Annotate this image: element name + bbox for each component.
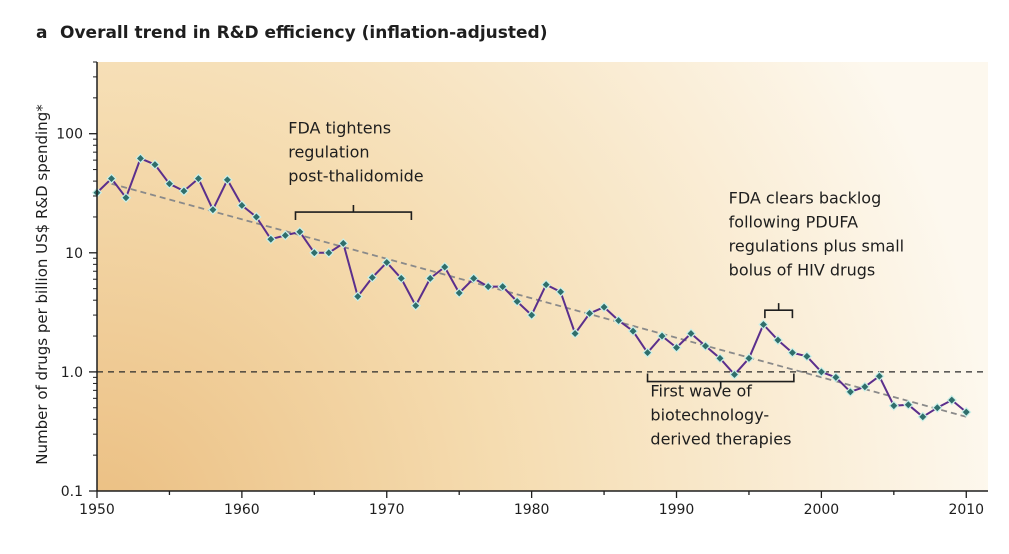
annotation-text: First wave of (650, 382, 752, 401)
data-point (540, 279, 552, 290)
data-point (265, 234, 277, 245)
data-point (381, 257, 392, 268)
data-point (323, 247, 334, 258)
y-tick-label: 100 (56, 127, 83, 143)
data-point (772, 334, 784, 346)
data-point (816, 366, 827, 378)
data-point (598, 301, 610, 313)
x-tick-label: 1970 (369, 502, 405, 518)
annotation-text: regulations plus small (729, 236, 904, 255)
data-point (164, 178, 175, 189)
annotation-text: bolus of HIV drugs (729, 260, 876, 279)
data-point (251, 211, 262, 223)
data-point (830, 372, 842, 383)
x-tick-label: 1980 (514, 502, 550, 518)
data-point (135, 153, 146, 164)
axes-group: 1950 1960 1970 1980 1990 2000 2010 0.1 1.0 10 100 N… (33, 61, 988, 518)
y-tick-label: 1.0 (61, 365, 83, 381)
data-point (801, 351, 813, 362)
data-point (932, 402, 943, 413)
data-point (569, 328, 581, 339)
data-point (584, 308, 595, 319)
data-point (613, 315, 624, 326)
data-point (700, 340, 711, 352)
data-point (309, 247, 320, 258)
x-tick-label: 1950 (79, 502, 115, 518)
data-point (874, 371, 885, 382)
x-tick-label: 1990 (659, 502, 695, 518)
data-point (207, 204, 219, 215)
data-point (845, 386, 856, 397)
data-point (120, 192, 132, 203)
data-point (410, 300, 421, 311)
series-group (91, 153, 972, 422)
y-tick-label: 0.1 (61, 484, 83, 500)
data-point (758, 319, 769, 330)
data-point (193, 173, 204, 184)
data-point (685, 328, 697, 339)
annotation-text: regulation (288, 143, 369, 162)
data-point (526, 309, 537, 321)
data-point (729, 369, 740, 380)
data-point (787, 347, 798, 358)
data-point (396, 273, 407, 284)
annotation-text: derived therapies (650, 430, 791, 449)
chart-title: Overall trend in R&D efficiency (inflati… (60, 23, 547, 43)
annotation-text: FDA tightens (288, 119, 391, 138)
data-point (294, 226, 305, 237)
data-point (236, 200, 248, 211)
annotation-bracket (294, 205, 413, 221)
data-point (222, 174, 233, 185)
data-point (743, 353, 755, 364)
data-point (961, 406, 972, 418)
annotation-bracket (764, 303, 794, 319)
x-tick-label: 1960 (224, 502, 260, 518)
data-point (483, 281, 494, 292)
data-point (888, 400, 899, 411)
data-point (468, 273, 479, 284)
data-point (352, 291, 363, 302)
plot-background (97, 62, 988, 491)
data-point (106, 173, 117, 184)
annotation-text: biotechnology- (650, 406, 769, 425)
annotation-text: post-thalidomide (288, 167, 423, 186)
data-point (656, 330, 668, 342)
annotations-group: FDA tightens regulation post-thalidomide FD… (288, 119, 904, 449)
x-tick-label: 2010 (948, 502, 984, 518)
x-tick-label: 2000 (804, 502, 840, 518)
annotation-text: FDA clears backlog (729, 188, 882, 207)
data-point (338, 238, 349, 249)
data-point (627, 325, 639, 337)
data-point (439, 261, 450, 273)
data-point (454, 287, 465, 299)
data-point (149, 159, 161, 170)
data-point (714, 353, 726, 364)
data-point (511, 296, 523, 307)
data-point (497, 281, 508, 292)
y-tick-label: 10 (65, 246, 83, 262)
data-point (946, 394, 957, 406)
data-point (178, 185, 190, 197)
y-axis-title: Number of drugs per billion US$ R&D spen… (33, 104, 51, 465)
data-point (642, 347, 653, 358)
data-point (367, 272, 378, 283)
data-point (671, 342, 682, 353)
data-point (903, 399, 914, 410)
annotation-bracket (646, 373, 795, 389)
annotation-text: following PDUFA (729, 212, 858, 231)
data-point (280, 230, 291, 241)
data-point (859, 381, 871, 392)
panel-label: a (36, 23, 47, 43)
data-point (917, 411, 928, 422)
data-point (425, 273, 436, 284)
data-point (555, 286, 566, 298)
